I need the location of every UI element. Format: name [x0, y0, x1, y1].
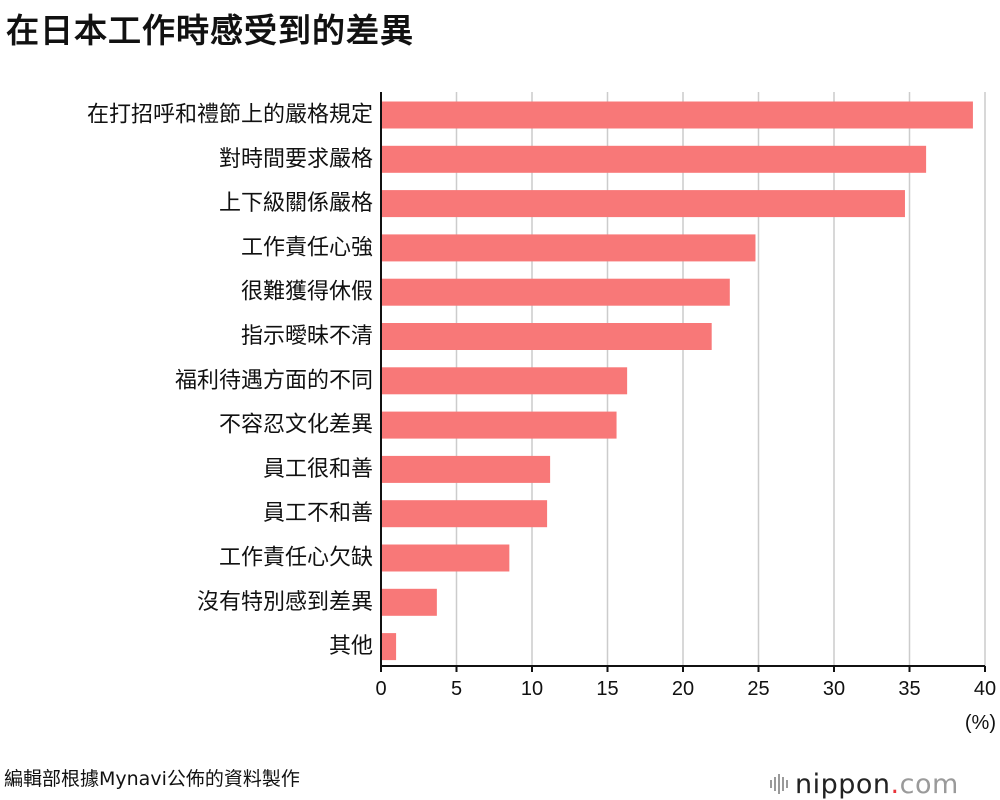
logo-tld: com	[899, 768, 959, 800]
x-tick-label: 30	[823, 678, 845, 700]
bar	[381, 145, 927, 173]
category-labels: 在打招呼和禮節上的嚴格規定對時間要求嚴格上下級關係嚴格工作責任心強很難獲得休假指…	[87, 103, 373, 660]
bar	[381, 367, 628, 395]
x-tick-label: 10	[521, 678, 543, 700]
x-tick-label: 35	[898, 678, 920, 700]
category-label: 工作責任心欠缺	[219, 546, 373, 571]
bar	[381, 544, 510, 572]
logo-bars-icon	[770, 774, 788, 794]
x-tick-label: 5	[451, 678, 462, 700]
unit-label: (%)	[964, 712, 996, 734]
bar	[381, 234, 756, 262]
logo-name: nippon	[795, 768, 891, 800]
tick-labels: 0 5 10 15 20 25 30 35 40	[375, 678, 996, 700]
x-tick-label: 15	[596, 678, 618, 700]
category-label: 在打招呼和禮節上的嚴格規定	[87, 103, 373, 128]
bar	[381, 323, 712, 350]
bar	[381, 190, 905, 218]
category-label: 工作責任心強	[241, 235, 373, 260]
bar	[381, 278, 730, 306]
bars	[381, 101, 973, 661]
x-tick-label: 20	[672, 678, 694, 700]
bar	[381, 455, 551, 483]
category-label: 沒有特別感到差異	[197, 590, 373, 615]
category-label: 上下級關係嚴格	[219, 191, 373, 216]
bar	[381, 588, 437, 616]
category-label: 很難獲得休假	[241, 280, 373, 305]
bar	[381, 633, 397, 661]
category-label: 指示曖昧不清	[241, 324, 373, 349]
bar	[381, 411, 617, 439]
category-label: 對時間要求嚴格	[219, 147, 373, 172]
category-label: 福利待遇方面的不同	[175, 368, 373, 393]
page-title: 在日本工作時感受到的差異	[6, 11, 414, 50]
axes	[380, 92, 986, 672]
x-tick-label: 0	[375, 678, 386, 700]
x-tick-label: 40	[974, 678, 996, 700]
bar	[381, 500, 548, 528]
x-tick-label: 25	[747, 678, 769, 700]
category-label: 其他	[329, 634, 373, 659]
category-label: 員工很和善	[263, 457, 373, 482]
category-label: 員工不和善	[263, 501, 373, 526]
source-note: 編輯部根據Mynavi公佈的資料製作	[4, 768, 300, 790]
logo-wordmark: nippon.com	[795, 769, 959, 800]
logo-dot: .	[890, 768, 900, 800]
nippon-logo: nippon.com	[770, 769, 959, 800]
bar	[381, 101, 973, 129]
category-label: 不容忍文化差異	[219, 413, 373, 438]
